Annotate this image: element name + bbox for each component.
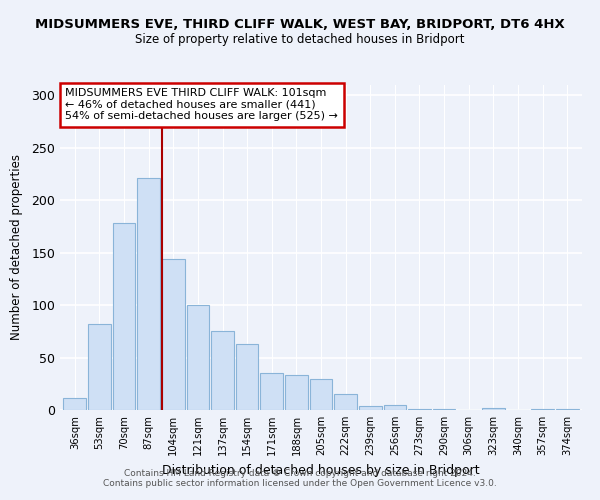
Bar (433, 409, 455, 410)
Text: MIDSUMMERS EVE, THIRD CLIFF WALK, WEST BAY, BRIDPORT, DT6 4HX: MIDSUMMERS EVE, THIRD CLIFF WALK, WEST B… (35, 18, 565, 30)
Bar (211, 332, 234, 410)
Bar (482, 408, 505, 410)
Bar (236, 344, 259, 410)
Text: Contains HM Land Registry data © Crown copyright and database right 2024.: Contains HM Land Registry data © Crown c… (124, 469, 476, 478)
Text: MIDSUMMERS EVE THIRD CLIFF WALK: 101sqm
← 46% of detached houses are smaller (44: MIDSUMMERS EVE THIRD CLIFF WALK: 101sqm … (65, 88, 338, 122)
Bar (162, 259, 185, 410)
X-axis label: Distribution of detached houses by size in Bridport: Distribution of detached houses by size … (162, 464, 480, 476)
Text: Contains public sector information licensed under the Open Government Licence v3: Contains public sector information licen… (103, 479, 497, 488)
Bar (556, 409, 578, 410)
Bar (64, 398, 86, 410)
Bar (88, 324, 111, 410)
Bar (359, 406, 382, 410)
Bar (310, 378, 332, 410)
Bar (113, 224, 136, 410)
Bar (187, 305, 209, 410)
Bar (383, 405, 406, 410)
Y-axis label: Number of detached properties: Number of detached properties (10, 154, 23, 340)
Text: Size of property relative to detached houses in Bridport: Size of property relative to detached ho… (135, 32, 465, 46)
Bar (137, 178, 160, 410)
Bar (531, 409, 554, 410)
Bar (260, 374, 283, 410)
Bar (285, 376, 308, 410)
Bar (334, 394, 357, 410)
Bar (408, 409, 431, 410)
